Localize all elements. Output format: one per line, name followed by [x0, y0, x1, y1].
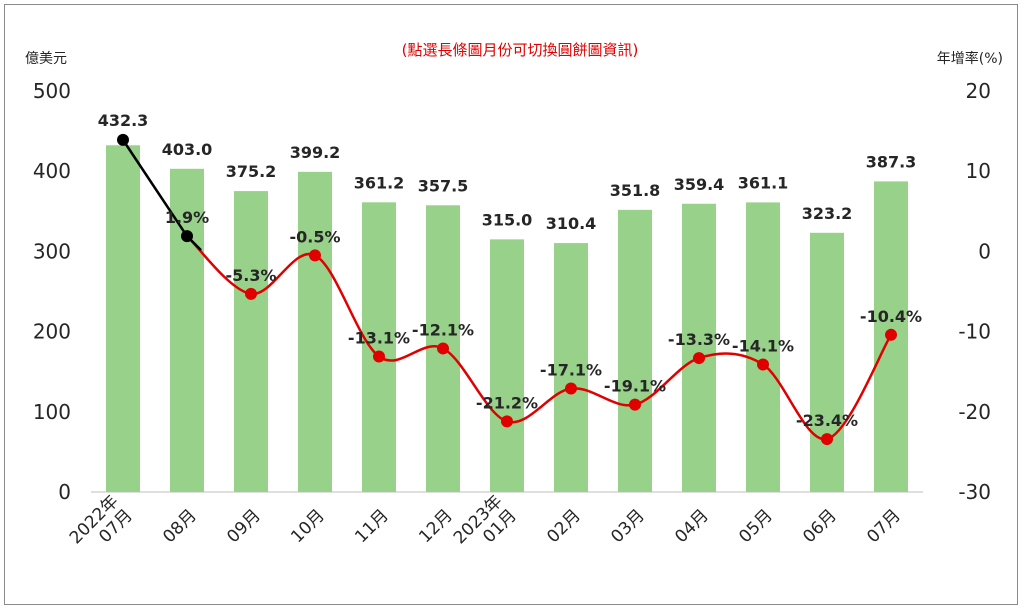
bar[interactable] — [618, 209, 652, 493]
x-tick-label: 04月 — [671, 506, 712, 547]
growth-value-label: -17.1% — [540, 361, 602, 380]
x-label-group[interactable]: 05月 — [735, 506, 776, 547]
line-point — [501, 415, 513, 428]
left-tick-label: 300 — [33, 239, 71, 263]
line-point — [885, 328, 897, 341]
growth-value-label: 1.9% — [165, 208, 209, 227]
right-tick-label: -30 — [958, 480, 991, 504]
growth-value-label: -10.4% — [860, 307, 922, 326]
bar-value-label: 323.2 — [802, 204, 853, 223]
x-tick-label: 02月 — [543, 506, 584, 547]
x-label-group[interactable]: 02月 — [543, 506, 584, 547]
x-label-group[interactable]: 12月 — [415, 506, 456, 547]
line-point — [757, 358, 769, 371]
bars — [106, 145, 908, 493]
left-tick-label: 200 — [33, 320, 71, 344]
chart-note: (點選長條圖月份可切換圓餅圖資訊) — [402, 41, 639, 59]
right-tick-label: 10 — [966, 159, 991, 183]
bar[interactable] — [298, 171, 332, 492]
x-label-group[interactable]: 04月 — [671, 506, 712, 547]
x-tick-label: 12月 — [415, 506, 456, 547]
right-tick-label: -20 — [958, 400, 991, 424]
x-label-group[interactable]: 03月 — [607, 506, 648, 547]
bar[interactable] — [746, 202, 780, 492]
x-label-group[interactable]: 11月 — [351, 506, 392, 547]
line-point — [181, 230, 193, 243]
x-tick-label: 09月 — [223, 506, 264, 547]
x-tick-label: 11月 — [351, 506, 392, 547]
bar-value-label: 375.2 — [226, 162, 277, 181]
right-axis-unit: 年增率(%) — [937, 50, 1003, 67]
line-point — [693, 352, 705, 365]
growth-line — [117, 133, 897, 446]
x-label-group[interactable]: 10月 — [287, 506, 328, 547]
line-point — [629, 398, 641, 411]
right-tick-label: -10 — [958, 320, 991, 344]
line-path — [186, 235, 893, 441]
bar[interactable] — [682, 203, 716, 492]
bar-value-label: 399.2 — [290, 143, 341, 162]
combo-chart: 億美元 (點選長條圖月份可切換圓餅圖資訊) 年增率(%) 01002003004… — [25, 41, 1003, 562]
x-tick-label: 08月 — [159, 506, 200, 547]
bar[interactable] — [170, 168, 204, 492]
bar-value-label: 432.3 — [98, 111, 149, 130]
line-point — [565, 382, 577, 395]
growth-value-label: -5.3% — [225, 266, 276, 285]
data-labels: 432.3 403.0 375.2 399.2 361.2 357.5 315.0 310.4… — [98, 111, 922, 430]
growth-value-label: -0.5% — [289, 227, 340, 246]
left-axis-unit: 億美元 — [25, 51, 67, 67]
line-segment-first — [121, 139, 189, 237]
bar-value-label: 351.8 — [610, 181, 661, 200]
bar[interactable] — [106, 145, 140, 492]
x-tick-label: 10月 — [287, 506, 328, 547]
growth-value-label: -21.2% — [476, 393, 538, 412]
line-point — [437, 342, 449, 355]
bar-value-label: 357.5 — [418, 176, 469, 195]
growth-value-label: -12.1% — [412, 320, 474, 339]
x-label-group[interactable]: 09月 — [223, 506, 264, 547]
left-tick-label: 100 — [33, 400, 71, 424]
line-point — [245, 287, 257, 300]
bar[interactable] — [362, 202, 396, 492]
x-label-group[interactable]: 07月 — [863, 506, 904, 547]
bar-value-label: 387.3 — [866, 152, 917, 171]
x-tick-label: 06月 — [799, 506, 840, 547]
x-label-group[interactable]: 06月 — [799, 506, 840, 547]
x-tick-label: 07月 — [863, 506, 904, 547]
bar-value-label: 315.0 — [482, 210, 533, 229]
bar-value-label: 361.2 — [354, 173, 405, 192]
growth-value-label: -13.1% — [348, 328, 410, 347]
left-tick-label: 0 — [58, 480, 71, 504]
chart-frame: 億美元 (點選長條圖月份可切換圓餅圖資訊) 年增率(%) 0 100 200 300 4… — [4, 4, 1018, 605]
left-tick-label: 500 — [33, 79, 71, 103]
line-point — [309, 249, 321, 262]
bar[interactable] — [490, 239, 524, 492]
bar[interactable] — [554, 243, 588, 492]
right-tick-label: 20 — [966, 79, 991, 103]
growth-value-label: -23.4% — [796, 411, 858, 430]
growth-value-label: -13.3% — [668, 330, 730, 349]
bar-value-label: 361.1 — [738, 173, 789, 192]
bar-value-label: 310.4 — [546, 214, 597, 233]
growth-value-label: -14.1% — [732, 336, 794, 355]
line-point — [821, 433, 833, 446]
x-tick-label: 05月 — [735, 506, 776, 547]
line-point — [117, 133, 129, 146]
bar-value-label: 403.0 — [162, 140, 213, 159]
bar[interactable] — [810, 232, 844, 493]
axes: 0 100 200 300 400 500 -30 -20 -10 0 10 20 — [33, 79, 991, 504]
growth-value-label: -19.1% — [604, 377, 666, 396]
line-point — [373, 350, 385, 363]
left-tick-label: 400 — [33, 159, 71, 183]
right-tick-label: 0 — [978, 239, 991, 263]
bar-value-label: 359.4 — [674, 175, 725, 194]
bar[interactable] — [234, 191, 268, 492]
x-tick-label: 03月 — [607, 506, 648, 547]
x-label-group[interactable]: 08月 — [159, 506, 200, 547]
